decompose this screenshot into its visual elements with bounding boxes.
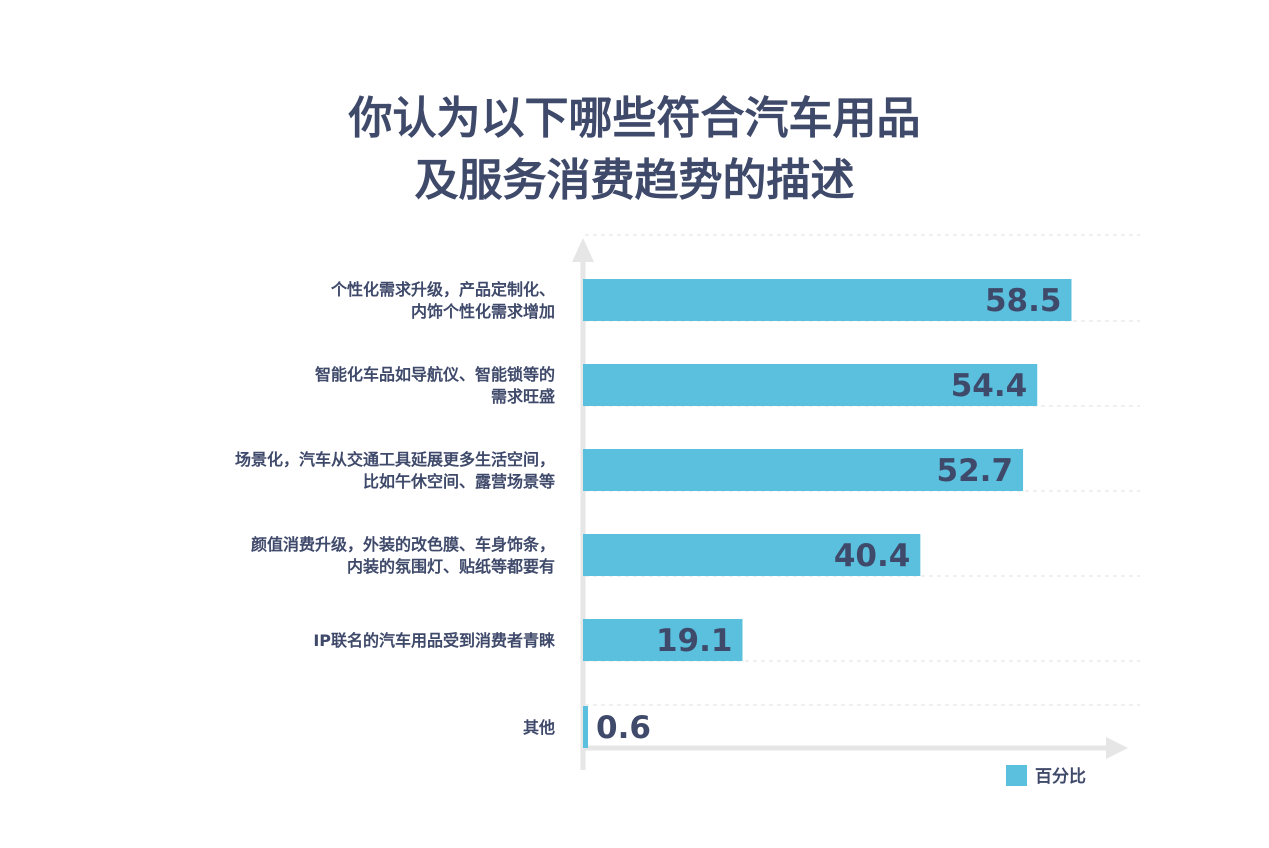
- category-label: 需求旺盛: [491, 387, 555, 406]
- data-label: 40.4: [834, 538, 911, 574]
- data-label: 0.6: [596, 710, 651, 746]
- x-axis-arrow-icon: [1106, 737, 1128, 759]
- data-label: 19.1: [656, 623, 733, 659]
- legend-label: 百分比: [1035, 766, 1086, 787]
- category-label: 比如午休空间、露营场景等: [363, 472, 555, 491]
- category-label: 智能化车品如导航仪、智能锁等的: [315, 365, 555, 384]
- bar: [583, 534, 921, 576]
- y-axis-arrow-icon: [572, 238, 594, 262]
- bar: [583, 449, 1024, 491]
- data-label: 52.7: [937, 453, 1014, 489]
- bar: [583, 706, 589, 748]
- category-label: IP联名的汽车用品受到消费者青睐: [313, 631, 555, 650]
- legend-swatch: [1006, 765, 1027, 786]
- bar: [583, 619, 743, 661]
- chart-title-line-1: 你认为以下哪些符合汽车用品: [348, 93, 921, 144]
- category-label: 其他: [523, 718, 555, 737]
- category-label: 场景化，汽车从交通工具延展更多生活空间，: [235, 450, 555, 469]
- data-label: 58.5: [985, 283, 1062, 319]
- chart-title: 你认为以下哪些符合汽车用品 及服务消费趋势的描述: [0, 88, 1269, 212]
- category-label: 内装的氛围灯、贴纸等都要有: [347, 557, 555, 576]
- category-label: 颜值消费升级，外装的改色膜、车身饰条，: [251, 535, 555, 554]
- data-label: 54.4: [951, 368, 1028, 404]
- chart-title-line-2: 及服务消费趋势的描述: [414, 155, 855, 206]
- bar: [583, 364, 1038, 406]
- category-label: 个性化需求升级，产品定制化、: [330, 280, 555, 299]
- bar: [583, 279, 1072, 321]
- category-label: 内饰个性化需求增加: [411, 302, 555, 321]
